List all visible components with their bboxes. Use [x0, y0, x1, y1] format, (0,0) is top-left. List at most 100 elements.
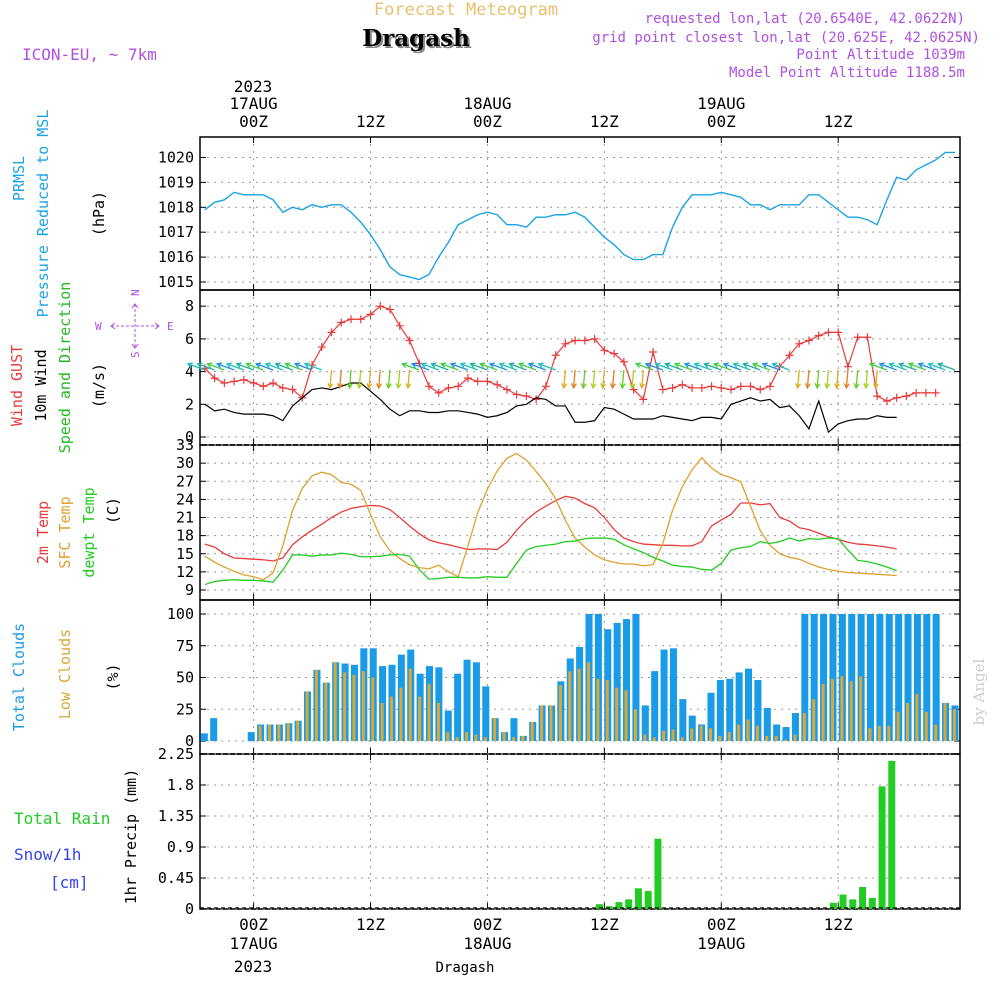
wind-direction-arrowhead: [580, 383, 587, 390]
wind-direction-arrowhead: [936, 362, 944, 368]
wind-direction-arrowhead: [664, 362, 671, 368]
gust-point-marker: [892, 393, 901, 402]
wind-direction-arrow: [694, 363, 712, 371]
total-cloud-bar: [200, 733, 208, 741]
y-axis-label: 2m Temp: [34, 501, 52, 564]
wind-direction-arrowhead: [327, 383, 334, 390]
y-tick-label: 0: [185, 732, 194, 750]
low-cloud-bar: [643, 734, 647, 741]
wind-direction-arrow: [797, 369, 800, 388]
wind-direction-arrow: [450, 363, 469, 371]
low-cloud-bar: [558, 685, 562, 741]
wind-direction-arrow: [348, 369, 352, 388]
wind-direction-arrowhead: [814, 383, 821, 390]
wind-direction-arrowhead: [517, 362, 525, 368]
wind-direction-arrowhead: [712, 362, 720, 368]
precip-bar: [625, 899, 633, 909]
total-cloud-bar: [444, 710, 452, 741]
gust-point-marker: [376, 302, 385, 311]
bottom-time-tick-label: 00Z: [707, 915, 736, 934]
low-cloud-bar: [849, 681, 853, 741]
low-cloud-bar: [324, 682, 328, 741]
wind-direction-arrow: [826, 369, 830, 388]
y-axis-unit: (m/s): [90, 363, 108, 408]
low-cloud-bar: [343, 672, 347, 741]
wind-direction-arrow: [772, 363, 790, 371]
low-cloud-bar: [633, 709, 637, 741]
wind-direction-arrow: [572, 369, 576, 388]
compass-south: S: [129, 351, 142, 358]
wind-direction-arrow: [684, 363, 703, 371]
wind-direction-arrowhead: [629, 383, 636, 390]
y-tick-label: 25: [176, 700, 194, 718]
gust-point-marker: [629, 385, 638, 394]
panel-frame: [199, 444, 961, 601]
chart-title-shadow: Dragash: [364, 27, 472, 54]
series-line-2m-temp: [204, 495, 897, 562]
wind-direction-arrowhead: [264, 362, 271, 368]
low-cloud-bar: [802, 713, 806, 741]
chart-panel-2: 0 2 4 6 8 Wind GUST 10m Wind Speed and Directio…: [8, 282, 961, 453]
wind-direction-arrow: [835, 369, 839, 388]
gust-point-marker: [512, 390, 521, 399]
series-line-dewpt-temp: [204, 537, 897, 586]
bottom-date-label: 18AUG: [463, 934, 511, 953]
wind-direction-arrowhead: [356, 383, 363, 390]
gust-point-marker: [337, 318, 346, 327]
gust-point-marker: [522, 392, 531, 401]
gust-point-marker: [873, 392, 882, 401]
wind-direction-arrowhead: [878, 362, 885, 368]
wind-direction-arrow: [480, 363, 498, 371]
gust-point-marker: [230, 377, 239, 386]
y-tick-label: 1015: [158, 273, 194, 291]
wind-direction-arrow: [431, 363, 449, 371]
precip-bar: [878, 786, 886, 909]
wind-direction-arrow: [265, 363, 284, 371]
wind-direction-arrowhead: [337, 383, 344, 390]
chart-panel-5: 0 0.45 0.9 1.35 1.8 2.25 Total Rain Snow/1h [cm]…: [14, 745, 961, 918]
precip-bar: [868, 897, 876, 909]
wind-direction-arrow: [928, 363, 946, 371]
wind-direction-arrow: [207, 363, 225, 371]
total-cloud-bar: [744, 668, 753, 741]
total-cloud-bar: [707, 692, 715, 741]
low-cloud-bar: [333, 662, 337, 741]
bottom-date-label: 17AUG: [230, 934, 278, 953]
wind-direction-arrowhead: [254, 362, 262, 368]
low-cloud-bar: [755, 725, 759, 741]
top-time-tick-label: 00Z: [239, 112, 268, 131]
wind-direction-arrowhead: [873, 383, 879, 390]
total-cloud-bar: [801, 614, 809, 741]
watermark: by Angel: [970, 658, 988, 725]
y-tick-label: 6: [185, 330, 194, 348]
wind-direction-arrow: [645, 363, 664, 371]
y-axis-label: [cm]: [50, 873, 89, 892]
wind-direction-arrow: [187, 363, 206, 371]
low-cloud-bar: [662, 730, 666, 741]
wind-direction-arrow: [674, 363, 693, 371]
gust-point-marker: [882, 397, 891, 406]
y-axis-label: Low Clouds: [56, 629, 74, 719]
gust-point-marker: [795, 339, 804, 348]
wind-direction-arrowhead: [888, 362, 895, 368]
gust-point-marker: [483, 377, 492, 386]
wind-direction-arrow: [246, 363, 264, 371]
low-cloud-bar: [277, 724, 281, 741]
gust-point-marker: [502, 385, 511, 394]
bottom-time-tick-label: 00Z: [239, 915, 268, 934]
wind-direction-arrowhead: [274, 362, 281, 368]
gust-point-marker: [434, 388, 443, 397]
wind-direction-arrowhead: [459, 362, 466, 368]
bottom-time-tick-label: 12Z: [824, 915, 853, 934]
top-time-tick-label: 12Z: [590, 112, 619, 131]
wind-direction-arrow: [226, 363, 245, 371]
low-cloud-bar: [483, 737, 487, 741]
wind-direction-arrowhead: [469, 362, 476, 368]
panel-frame: [199, 753, 961, 910]
wind-direction-arrowhead: [863, 383, 870, 390]
wind-direction-arrow: [855, 369, 859, 388]
top-time-tick-label: 12Z: [356, 112, 385, 131]
precip-bar: [595, 904, 603, 909]
